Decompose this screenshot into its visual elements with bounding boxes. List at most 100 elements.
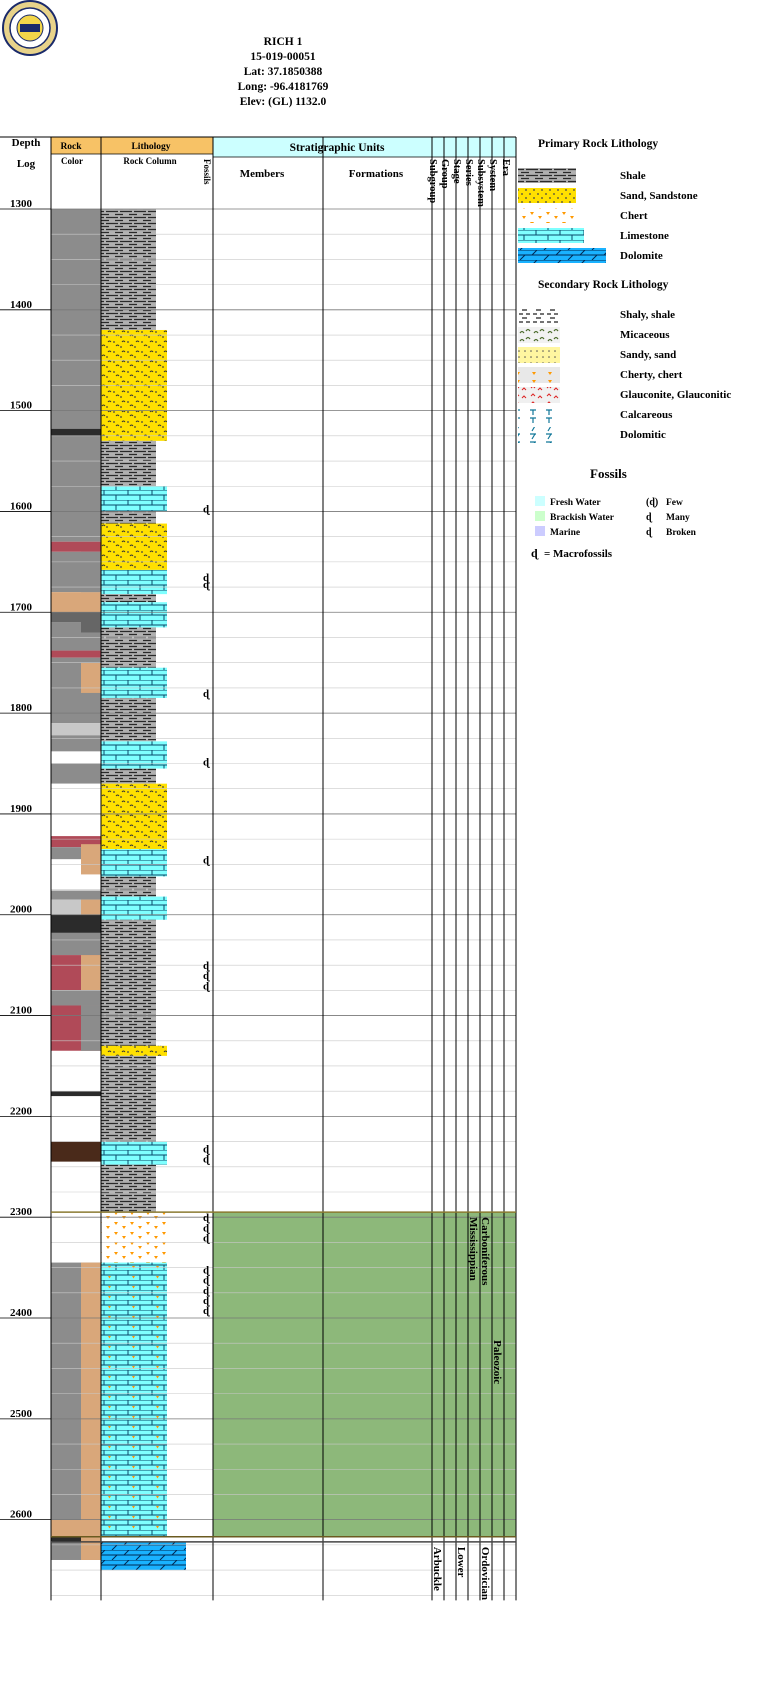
legend-label: Chert xyxy=(620,210,648,222)
color-interval-secondary xyxy=(81,899,101,915)
legend-label: Shaly, shale xyxy=(620,309,675,321)
color-interval xyxy=(51,836,101,848)
lithology-interval-limestone xyxy=(101,896,167,920)
lithology-interval-sandstone xyxy=(101,1045,167,1056)
lithology-interval-limestone xyxy=(101,569,167,595)
log-body: 1300 1400 1500 1600 1700 1800 1900 2000 2100 2200… xyxy=(0,136,517,1601)
color-interval-secondary xyxy=(81,1262,101,1542)
lithology-interval-shale xyxy=(101,594,156,603)
macrofossil-icon: ɖ xyxy=(203,1285,210,1297)
color-interval-secondary xyxy=(81,1005,101,1051)
lithology-interval-shale xyxy=(101,1055,156,1142)
legend-fossils-title: Fossils xyxy=(590,466,627,481)
lithology-interval-shale xyxy=(101,511,156,524)
depth-tick-label: 2000 xyxy=(10,904,33,916)
legend-swatch-mica xyxy=(518,327,560,343)
macrofossil-icon: ɖ xyxy=(203,970,210,982)
legend-fossil-abundance-icon: ɖ xyxy=(646,527,653,538)
depth-tick-label: 1500 xyxy=(10,400,33,412)
macrofossil-icon: ɖ xyxy=(203,1144,210,1156)
color-interval xyxy=(51,783,101,837)
legend-label: Cherty, chert xyxy=(620,369,683,381)
lithology-interval-shale xyxy=(101,627,156,668)
lithology-interval-limestone xyxy=(101,667,167,698)
color-interval xyxy=(51,1091,101,1097)
color-interval xyxy=(51,763,101,784)
legend-macrofossils-label: = Macrofossils xyxy=(544,548,613,560)
legend-label: Shale xyxy=(620,170,646,182)
depth-tick-label: 1300 xyxy=(10,198,33,210)
legend-swatch-shaly xyxy=(518,307,560,323)
depth-tick-label: 1700 xyxy=(10,601,33,613)
color-interval xyxy=(51,1141,101,1162)
log-header: Log xyxy=(17,158,36,170)
depth-tick-label: 1800 xyxy=(10,702,33,714)
color-interval xyxy=(51,428,101,436)
lithology-interval-shale xyxy=(101,876,156,897)
kgs-seal-icon xyxy=(2,0,58,56)
macrofossil-icon: ɖ xyxy=(203,1265,210,1277)
color-interval xyxy=(51,1065,101,1092)
legend-swatch-shale xyxy=(518,168,576,183)
macrofossil-icon: ɖ xyxy=(203,503,210,515)
fossils-header: Fossils xyxy=(202,159,212,185)
color-interval xyxy=(51,751,101,764)
depth-header: Depth xyxy=(12,137,41,149)
legend-fossil-abundance-icon: (ɖ) xyxy=(646,497,658,508)
color-interval xyxy=(51,735,101,752)
macrofossil-icon: ɖ xyxy=(203,1222,210,1234)
macrofossil-icon: ɖ xyxy=(203,1305,210,1317)
strat-header-bg xyxy=(213,137,516,157)
era-header: Era xyxy=(500,159,511,177)
legend-label: Calcareous xyxy=(620,409,673,421)
color-interval xyxy=(51,1536,101,1542)
legend-label: Dolomitic xyxy=(620,429,666,441)
depth-tick-label: 2200 xyxy=(10,1105,33,1117)
legend-label: Sandy, sand xyxy=(620,349,676,361)
legend-swatch-glauc xyxy=(518,387,560,403)
lithology-interval-shale xyxy=(101,269,156,330)
legend-fossil-env-swatch xyxy=(535,526,545,536)
color-interval xyxy=(51,874,101,891)
color-interval xyxy=(51,592,101,613)
color-interval-secondary xyxy=(81,662,101,693)
macrofossil-icon: ɖ xyxy=(203,980,210,992)
legend-swatch-chert xyxy=(518,208,576,223)
depth-tick-label: 1900 xyxy=(10,803,33,815)
macrofossil-icon: ɖ xyxy=(203,572,210,584)
color-interval-secondary xyxy=(81,955,101,991)
strat-units-header: Stratigraphic Units xyxy=(290,142,385,154)
legend-fossil-env-swatch xyxy=(535,511,545,521)
legend-swatch-sandy xyxy=(518,347,560,363)
legend: Primary Rock Lithology Shale Sand, Sandsto… xyxy=(518,138,731,560)
well-name: RICH 1 xyxy=(264,36,303,48)
depth-tick-label: 1600 xyxy=(10,500,33,512)
legend-label: Dolomite xyxy=(620,250,663,262)
longitude: Long: -96.4181769 xyxy=(238,81,329,93)
macrofossil-icon: ɖ xyxy=(203,1154,210,1166)
depth-tick-label: 2500 xyxy=(10,1408,33,1420)
color-interval xyxy=(51,209,101,429)
strat-unit-label: Carboniferous xyxy=(479,1217,491,1286)
strat-unit-band xyxy=(213,1212,516,1537)
macrofossil-legend-icon: ɖ xyxy=(531,546,539,560)
macrofossil-icon: ɖ xyxy=(203,756,210,768)
lithology-interval-limestone xyxy=(101,602,167,628)
color-interval xyxy=(51,932,101,956)
legend-swatch-sandstone xyxy=(518,188,576,203)
legend-swatch-limestone xyxy=(518,228,584,243)
legend-label: Micaceous xyxy=(620,329,670,341)
color-interval xyxy=(51,1050,101,1066)
lithology-header-bg xyxy=(51,137,213,154)
macrofossil-icon: ɖ xyxy=(203,688,210,700)
legend-swatch-dolo xyxy=(518,427,560,443)
legend-fossil-abundance-icon: ɖ xyxy=(646,512,653,523)
rock-header: Rock xyxy=(60,142,82,152)
color-interval-secondary xyxy=(81,551,101,593)
legend-primary-title: Primary Rock Lithology xyxy=(538,138,658,150)
macrofossil-icon: ɖ xyxy=(203,1232,210,1244)
lithology-interval-limestone xyxy=(101,849,167,877)
color-header: Color xyxy=(61,156,83,166)
well-header: RICH 1 15-019-00051 Lat: 37.1850388 Long… xyxy=(238,36,329,108)
